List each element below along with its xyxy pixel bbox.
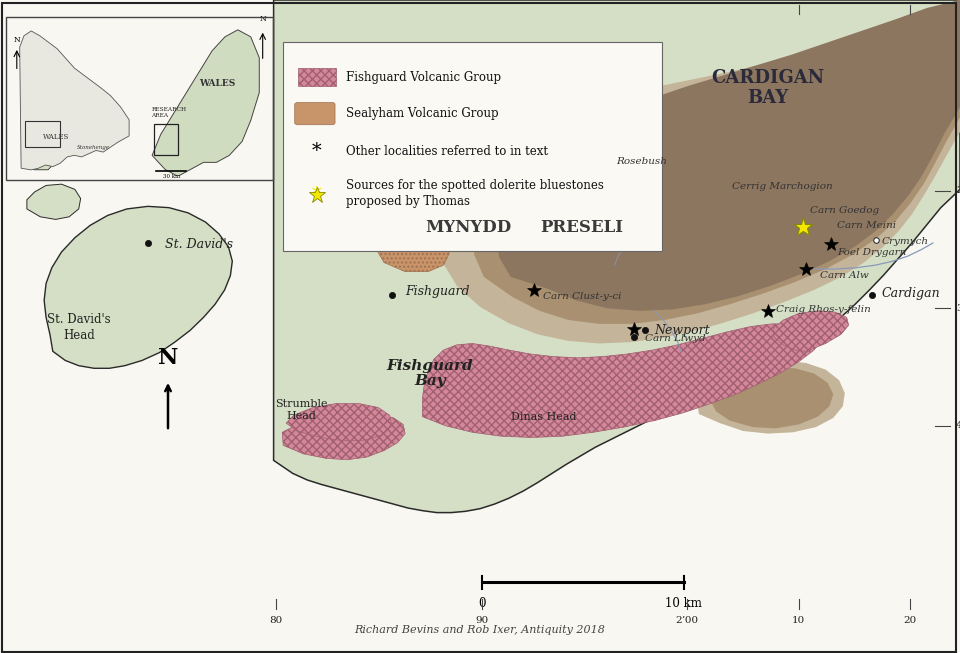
Text: CARDIGAN: CARDIGAN	[711, 69, 825, 88]
Polygon shape	[528, 135, 589, 163]
Bar	[155, 124, 178, 155]
Text: Carn Clust-y-ci: Carn Clust-y-ci	[543, 292, 622, 301]
Polygon shape	[23, 151, 56, 170]
Polygon shape	[774, 311, 849, 351]
Polygon shape	[434, 0, 960, 343]
Text: N: N	[157, 347, 179, 369]
Polygon shape	[44, 206, 232, 368]
Text: Newport: Newport	[655, 324, 710, 337]
Text: 80: 80	[269, 616, 282, 626]
Polygon shape	[495, 161, 568, 193]
FancyBboxPatch shape	[283, 42, 662, 251]
Text: Dinas Head: Dinas Head	[511, 411, 576, 422]
Polygon shape	[376, 232, 449, 272]
Text: N: N	[13, 36, 20, 44]
Text: 0: 0	[478, 597, 486, 610]
Text: Other localities referred to in text: Other localities referred to in text	[346, 145, 547, 158]
Text: RESEARCH
AREA: RESEARCH AREA	[152, 107, 186, 118]
Text: 30: 30	[956, 304, 960, 313]
Bar	[25, 121, 60, 147]
Text: 20: 20	[903, 616, 917, 626]
Text: Bay: Bay	[415, 374, 445, 389]
Text: St. David's: St. David's	[165, 238, 233, 251]
Text: *: *	[312, 185, 322, 204]
Polygon shape	[472, 0, 960, 324]
Polygon shape	[286, 404, 392, 441]
Text: Carn Alw: Carn Alw	[820, 271, 869, 280]
Text: 20: 20	[903, 0, 917, 1]
Text: 90: 90	[475, 616, 489, 626]
FancyBboxPatch shape	[295, 103, 335, 125]
Text: Carn Llwyd: Carn Llwyd	[645, 334, 706, 343]
Text: WALES: WALES	[42, 133, 69, 141]
Text: Strumble
Head: Strumble Head	[276, 399, 327, 421]
Polygon shape	[282, 413, 405, 460]
Polygon shape	[359, 210, 401, 231]
Text: *: *	[312, 142, 322, 161]
Text: Foel Drygarn: Foel Drygarn	[837, 247, 906, 257]
Text: Cardigan: Cardigan	[881, 287, 940, 300]
Text: Sources for the spotted dolerite bluestones: Sources for the spotted dolerite bluesto…	[346, 179, 604, 192]
Text: Sealyham Volcanic Group: Sealyham Volcanic Group	[346, 107, 498, 120]
Text: N: N	[259, 16, 266, 24]
Text: BAY: BAY	[748, 89, 788, 107]
Text: 10: 10	[792, 0, 805, 1]
Text: 2ʼ00: 2ʼ00	[676, 616, 699, 626]
Text: Rosebush: Rosebush	[616, 157, 667, 167]
Polygon shape	[19, 31, 129, 170]
Text: 10 km: 10 km	[665, 597, 702, 610]
Text: 150m: 150m	[595, 149, 618, 160]
Text: Fishguard: Fishguard	[405, 285, 469, 298]
Polygon shape	[495, 0, 960, 311]
Text: Carn Goedog: Carn Goedog	[810, 206, 879, 215]
Text: 500m: 500m	[605, 240, 628, 251]
Text: Richard Bevins and Rob Ixer, Antiquity 2018: Richard Bevins and Rob Ixer, Antiquity 2…	[354, 625, 606, 635]
Text: Crymych: Crymych	[881, 237, 928, 246]
Text: Carn Meini: Carn Meini	[837, 221, 897, 231]
Text: MYNYDD: MYNYDD	[425, 219, 512, 236]
Text: 10: 10	[792, 616, 805, 626]
Polygon shape	[405, 204, 474, 236]
Text: 30 km: 30 km	[163, 174, 180, 179]
Text: 40: 40	[956, 421, 960, 430]
Text: Fishguard: Fishguard	[387, 358, 473, 373]
Text: PRESELI: PRESELI	[540, 219, 623, 236]
Text: proposed by Thomas: proposed by Thomas	[346, 195, 469, 208]
Polygon shape	[422, 324, 822, 438]
Polygon shape	[710, 367, 833, 428]
Bar	[298, 68, 336, 86]
Polygon shape	[697, 360, 845, 434]
Text: Stonehenge: Stonehenge	[77, 145, 110, 150]
Polygon shape	[340, 229, 386, 249]
Text: Cerrig Marchogion: Cerrig Marchogion	[732, 182, 832, 191]
Polygon shape	[274, 0, 960, 513]
Polygon shape	[152, 30, 259, 176]
Polygon shape	[461, 189, 526, 219]
Text: 20: 20	[956, 186, 960, 195]
Text: St. David's
Head: St. David's Head	[47, 313, 110, 342]
Text: WALES: WALES	[200, 78, 235, 88]
Text: Craig Rhos-y-felin: Craig Rhos-y-felin	[776, 305, 871, 314]
Polygon shape	[480, 155, 515, 172]
Polygon shape	[27, 184, 81, 219]
Text: Fishguard Volcanic Group: Fishguard Volcanic Group	[346, 71, 501, 84]
Text: 300m: 300m	[603, 189, 626, 200]
